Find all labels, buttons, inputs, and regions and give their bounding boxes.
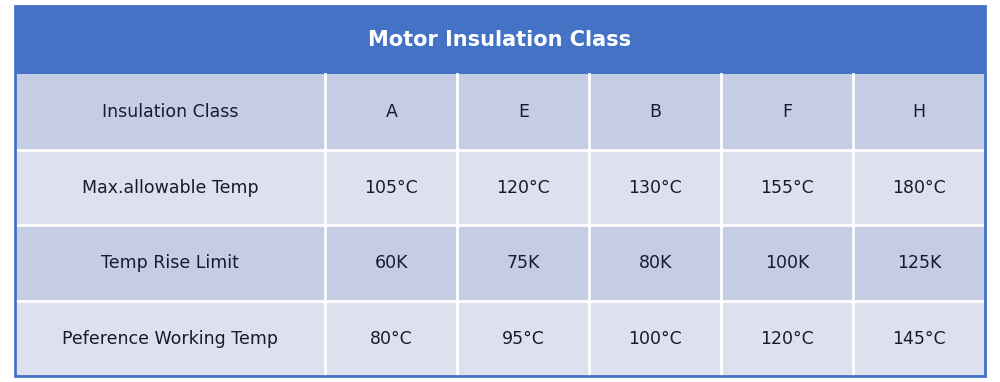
Text: 155°C: 155°C (760, 178, 814, 196)
Text: 100K: 100K (765, 254, 809, 272)
Text: Max.allowable Temp: Max.allowable Temp (82, 178, 259, 196)
Text: 75K: 75K (507, 254, 540, 272)
Text: 60K: 60K (375, 254, 408, 272)
Text: Insulation Class: Insulation Class (102, 103, 238, 121)
Text: Temp Rise Limit: Temp Rise Limit (101, 254, 239, 272)
Bar (15, 301, 985, 376)
Text: H: H (912, 103, 926, 121)
Text: 105°C: 105°C (364, 178, 418, 196)
Text: 125K: 125K (897, 254, 941, 272)
Text: 80°C: 80°C (370, 330, 413, 348)
Bar (15, 150, 985, 225)
Text: E: E (518, 103, 529, 121)
Text: 100°C: 100°C (628, 330, 682, 348)
Text: A: A (385, 103, 397, 121)
Bar (15, 6, 985, 74)
Text: B: B (649, 103, 661, 121)
Text: Motor Insulation Class: Motor Insulation Class (368, 30, 632, 50)
Text: F: F (782, 103, 792, 121)
Bar (15, 225, 985, 301)
Text: 80K: 80K (639, 254, 672, 272)
Text: Peference Working Temp: Peference Working Temp (62, 330, 278, 348)
Text: 130°C: 130°C (628, 178, 682, 196)
Text: 95°C: 95°C (502, 330, 545, 348)
Text: 145°C: 145°C (892, 330, 946, 348)
Text: 120°C: 120°C (496, 178, 550, 196)
Text: 120°C: 120°C (760, 330, 814, 348)
Text: 180°C: 180°C (892, 178, 946, 196)
Bar (15, 74, 985, 150)
